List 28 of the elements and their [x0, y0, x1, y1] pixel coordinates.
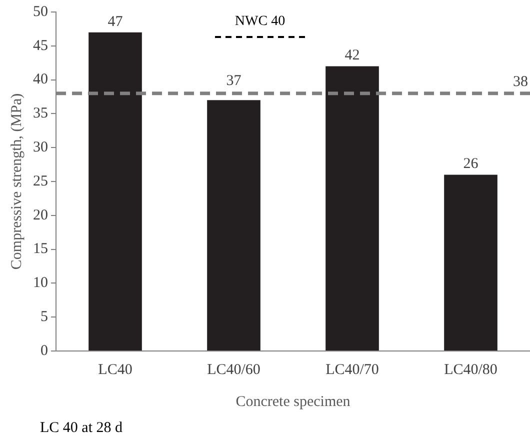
- y-tick-label: 40: [33, 72, 48, 88]
- ref-line-label: 38: [513, 74, 528, 90]
- y-tick-label: 20: [33, 207, 48, 224]
- y-tick-label: 35: [33, 106, 48, 122]
- x-axis-title: Concrete specimen: [236, 394, 351, 410]
- y-tick-label: 45: [33, 38, 48, 54]
- bar: [207, 100, 260, 350]
- y-tick-label: 5: [40, 309, 48, 326]
- y-tick-label: 0: [40, 342, 48, 359]
- bar: [326, 66, 379, 350]
- bar: [88, 32, 142, 350]
- y-tick-label: 25: [33, 173, 48, 190]
- x-tick-label: LC40: [98, 362, 132, 378]
- y-axis-title: Compressive strength, (MPa): [8, 93, 25, 270]
- y-tick-label: 30: [33, 140, 48, 156]
- x-tick-label: LC40/70: [326, 362, 379, 378]
- text: LC 40 at 28 d: [40, 420, 122, 437]
- x-tick-label: LC40/80: [444, 362, 498, 378]
- data-label: 37: [226, 72, 242, 89]
- y-tick-label: 15: [33, 241, 48, 258]
- annotation: NWC 40: [234, 14, 286, 30]
- data-label: 47: [108, 14, 124, 30]
- x-tick-label: LC40/60: [207, 362, 260, 378]
- data-label: 42: [344, 48, 360, 64]
- y-tick-label: 10: [33, 275, 48, 292]
- data-label: 26: [463, 156, 479, 172]
- y-tick-label: 50: [33, 4, 48, 20]
- bar: [444, 174, 498, 350]
